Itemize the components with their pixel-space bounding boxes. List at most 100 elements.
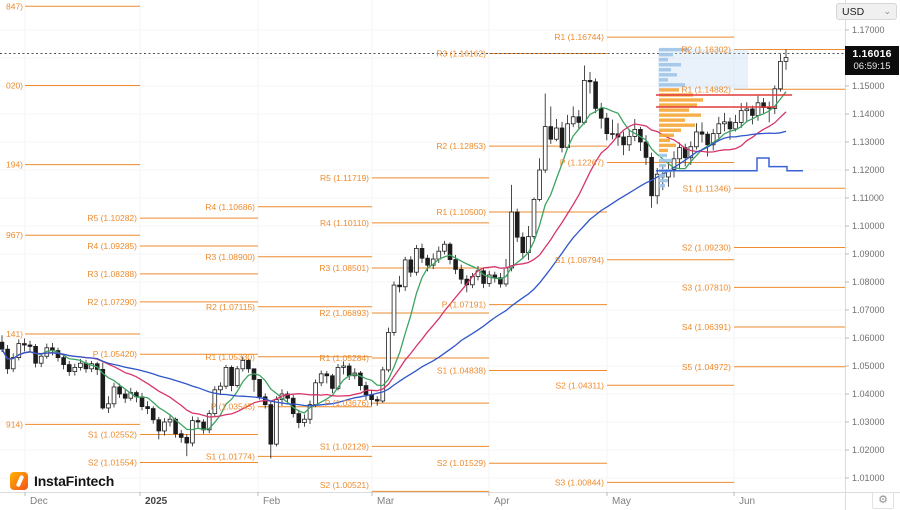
profile-bar xyxy=(659,88,679,92)
chart-text: S2 (1.00521) xyxy=(320,480,369,490)
candle xyxy=(190,420,195,444)
candle xyxy=(313,382,318,406)
candle xyxy=(212,389,218,414)
candle xyxy=(649,156,654,197)
chart-text: S4 (1.06391) xyxy=(682,322,731,332)
chart-text: Jun xyxy=(739,496,755,507)
profile-bar xyxy=(659,148,668,153)
candle xyxy=(610,133,615,135)
candle xyxy=(447,243,453,260)
chart-text: S1 (1.04838) xyxy=(437,366,486,376)
chart-text: R3 (1.08288) xyxy=(87,269,137,279)
candle xyxy=(285,393,290,399)
chart-text: 1.02000 xyxy=(852,445,885,455)
candle xyxy=(520,236,526,253)
chart-text: 1.05000 xyxy=(852,361,885,371)
chart-text: R3 (1.16162) xyxy=(436,48,486,58)
currency-axis-label[interactable]: USD ⌄ xyxy=(836,3,897,20)
candle xyxy=(442,243,447,252)
chart-text: 2025 xyxy=(145,496,168,507)
profile-bar xyxy=(659,63,681,67)
candle xyxy=(604,117,610,134)
chart-text: 1.03000 xyxy=(852,417,885,427)
candle xyxy=(72,366,78,372)
candle xyxy=(173,418,178,435)
candle xyxy=(341,365,346,368)
chart-text: R1 (1.16744) xyxy=(554,32,604,42)
chart-text: 914) xyxy=(6,419,23,429)
candle xyxy=(750,108,755,116)
logo-icon xyxy=(10,472,28,490)
candle xyxy=(481,270,486,284)
profile-bar xyxy=(659,163,666,168)
chart-text: 1.06000 xyxy=(852,333,885,343)
chart-text: 1.08000 xyxy=(852,277,885,287)
profile-bar xyxy=(659,98,703,102)
chart-text: S2 (1.09230) xyxy=(682,243,731,253)
candle xyxy=(307,404,313,420)
profile-bar xyxy=(659,133,674,137)
chart-text: 020) xyxy=(6,80,23,90)
candle xyxy=(542,126,548,171)
chart-text: 1.04000 xyxy=(852,389,885,399)
candle xyxy=(548,126,554,140)
candle xyxy=(33,345,38,364)
candle xyxy=(705,133,710,146)
candle xyxy=(783,57,789,62)
profile-bar xyxy=(659,113,701,117)
chart-text: 194) xyxy=(6,160,23,170)
pivot-labels: 847) 020) 194) 967) 141) 914) R5 (1.10282) R4 (… xyxy=(6,1,731,490)
chart-text: R3 (1.08900) xyxy=(205,252,255,262)
profile-bar xyxy=(659,103,697,107)
candle xyxy=(671,158,677,170)
candle xyxy=(559,127,565,149)
settings-icon[interactable]: ⚙ xyxy=(872,492,894,509)
candle xyxy=(458,268,464,280)
chart-text: R2 (1.16302) xyxy=(681,45,731,55)
candle xyxy=(626,135,632,146)
candle xyxy=(643,141,649,158)
candle xyxy=(436,250,442,260)
chart-text: R1 (1.10500) xyxy=(436,207,486,217)
candle xyxy=(117,386,122,395)
candle xyxy=(554,127,559,140)
candle xyxy=(240,359,246,370)
chart-text: R2 (1.07115) xyxy=(206,302,255,312)
chart-text: S2 (1.01529) xyxy=(437,458,486,468)
step-line xyxy=(656,157,803,172)
candle xyxy=(509,211,514,269)
candle xyxy=(139,396,145,407)
candle xyxy=(699,131,705,135)
profile-bar xyxy=(659,178,668,183)
chart-text: S1 (1.02129) xyxy=(320,441,369,451)
candle xyxy=(111,386,117,405)
chart-text: R3 (1.08501) xyxy=(319,263,369,273)
candle xyxy=(402,259,408,288)
candle xyxy=(223,366,229,387)
profile-bar xyxy=(659,138,670,143)
candle xyxy=(22,343,27,346)
profile-bar xyxy=(659,52,673,57)
candle xyxy=(145,406,150,409)
candle xyxy=(296,413,302,423)
profile-bar xyxy=(659,128,681,132)
candle xyxy=(531,198,537,238)
chart-text: 1.11000 xyxy=(852,193,884,203)
candle xyxy=(302,418,307,423)
profile-bar xyxy=(659,73,677,77)
candle-countdown: 06:59:15 xyxy=(853,61,891,72)
candle xyxy=(150,408,156,421)
candle xyxy=(391,284,397,333)
candle xyxy=(694,131,699,148)
chart-text: R1 (1.05284) xyxy=(319,353,369,363)
candle xyxy=(106,403,111,409)
ma-line-mid xyxy=(1,111,787,418)
candle xyxy=(397,284,402,288)
candle xyxy=(66,364,72,373)
chart-text: 1.01000 xyxy=(852,473,885,483)
pivot-lines xyxy=(25,5,845,492)
candle xyxy=(598,108,604,119)
instafintech-logo: InstaFintech xyxy=(10,472,114,490)
